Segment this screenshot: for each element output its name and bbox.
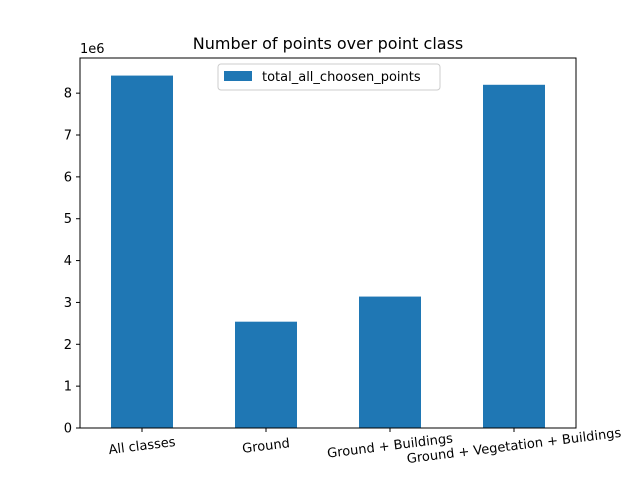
- x-axis: All classes Ground Ground + BuildingsGroun…: [108, 426, 623, 467]
- y-axis: 0 1 2 3 4 5 6 7 8: [64, 87, 80, 437]
- bar: [359, 296, 421, 428]
- y-offset-label: 1e6: [80, 42, 105, 57]
- y-tick-label: 6: [64, 170, 72, 185]
- x-tick-label: Ground: [241, 436, 290, 457]
- plot-frame: [79, 57, 577, 429]
- y-tick-label: 4: [64, 254, 72, 269]
- bar: [483, 84, 545, 429]
- legend-swatch: [224, 71, 252, 81]
- bar: [235, 321, 297, 428]
- y-tick-label: 5: [64, 212, 72, 227]
- legend: total_all_choosen_points: [217, 63, 441, 91]
- y-tick-label: 1: [64, 380, 72, 395]
- y-tick-label: 2: [64, 338, 72, 353]
- chart-title: Number of points over point class: [193, 34, 463, 53]
- y-tick-label: 3: [64, 296, 72, 311]
- y-tick-label: 7: [64, 129, 72, 144]
- y-tick-label: 0: [64, 422, 72, 437]
- x-tick-label: All classes: [108, 435, 177, 458]
- y-tick-label: 8: [64, 87, 72, 102]
- legend-box: [217, 63, 441, 91]
- legend-label: total_all_choosen_points: [262, 70, 421, 85]
- bars-group: [111, 75, 545, 429]
- bar: [111, 75, 173, 428]
